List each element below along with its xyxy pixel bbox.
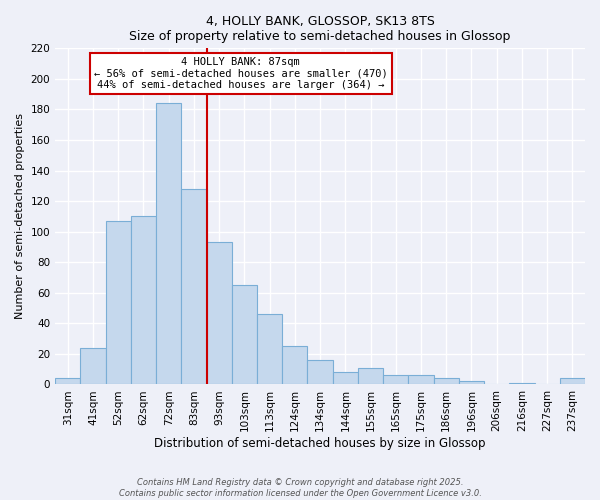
Bar — [206, 242, 232, 384]
Bar — [232, 285, 257, 384]
Bar — [131, 216, 156, 384]
Bar — [282, 346, 307, 385]
Bar — [434, 378, 459, 384]
Bar — [80, 348, 106, 385]
Text: 4 HOLLY BANK: 87sqm
← 56% of semi-detached houses are smaller (470)
44% of semi-: 4 HOLLY BANK: 87sqm ← 56% of semi-detach… — [94, 56, 388, 90]
Bar — [409, 376, 434, 384]
Bar — [307, 360, 332, 384]
Bar — [332, 372, 358, 384]
Bar — [509, 383, 535, 384]
Bar — [358, 368, 383, 384]
Text: Contains HM Land Registry data © Crown copyright and database right 2025.
Contai: Contains HM Land Registry data © Crown c… — [119, 478, 481, 498]
Bar — [55, 378, 80, 384]
Bar — [181, 189, 206, 384]
Title: 4, HOLLY BANK, GLOSSOP, SK13 8TS
Size of property relative to semi-detached hous: 4, HOLLY BANK, GLOSSOP, SK13 8TS Size of… — [130, 15, 511, 43]
Bar — [257, 314, 282, 384]
Bar — [106, 221, 131, 384]
Bar — [560, 378, 585, 384]
Bar — [459, 382, 484, 384]
Y-axis label: Number of semi-detached properties: Number of semi-detached properties — [15, 114, 25, 320]
X-axis label: Distribution of semi-detached houses by size in Glossop: Distribution of semi-detached houses by … — [154, 437, 486, 450]
Bar — [156, 104, 181, 384]
Bar — [383, 376, 409, 384]
